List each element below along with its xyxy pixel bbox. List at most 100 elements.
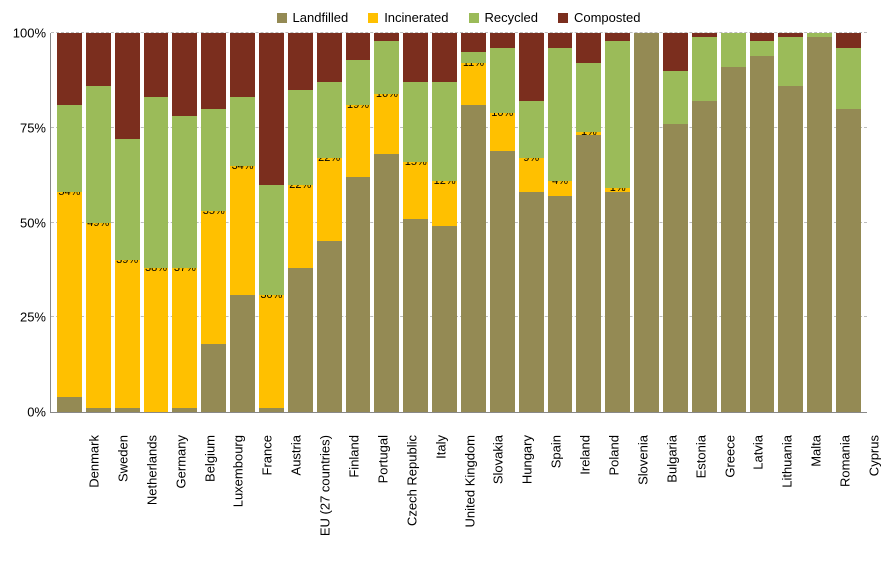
- y-axis: 0%25%50%75%100%: [6, 33, 46, 412]
- bar-segment-landfilled: [519, 192, 544, 412]
- bar-segment-landfilled: [778, 86, 803, 412]
- bar-segment-recycled: [230, 97, 255, 165]
- bar-segment-landfilled: [490, 151, 515, 413]
- bar-segment-incinerated: 19%: [346, 105, 371, 177]
- bar-segment-incinerated: 49%: [86, 223, 111, 409]
- bar-column: [721, 33, 746, 412]
- bar-segment-composted: [403, 33, 428, 82]
- bar-column: 1%: [605, 33, 630, 412]
- bar-segment-composted: [605, 33, 630, 41]
- bar-column: 10%: [490, 33, 515, 412]
- bar-segment-recycled: [172, 116, 197, 268]
- bar-segment-landfilled: [230, 295, 255, 412]
- bar-segment-landfilled: [346, 177, 371, 412]
- bar-segment-landfilled: [432, 226, 457, 412]
- bar-segment-incinerated: 11%: [461, 63, 486, 105]
- bar-segment-landfilled: [317, 241, 342, 412]
- bar-segment-recycled: [692, 37, 717, 101]
- bar-column: [807, 33, 832, 412]
- bar-segment-incinerated: 4%: [548, 181, 573, 196]
- bar-segment-composted: [230, 33, 255, 97]
- bar-segment-landfilled: [576, 135, 601, 412]
- y-tick: 0%: [6, 405, 46, 420]
- legend-item-recycled: Recycled: [469, 10, 538, 25]
- bar-segment-composted: [259, 33, 284, 185]
- bar-column: 30%: [259, 33, 284, 412]
- bar-segment-landfilled: [605, 192, 630, 412]
- plot-area: 0%25%50%75%100% 54%49%39%38%37%35%34%30%…: [50, 33, 867, 413]
- bar-segment-landfilled: [403, 219, 428, 412]
- bar-segment-composted: [548, 33, 573, 48]
- bar-segment-recycled: [663, 71, 688, 124]
- chart-legend: LandfilledIncineratedRecycledComposted: [50, 10, 867, 25]
- bar-segment-recycled: [86, 86, 111, 222]
- bar-segment-composted: [692, 33, 717, 37]
- bar-segment-recycled: [750, 41, 775, 56]
- bar-segment-recycled: [57, 105, 82, 192]
- bar-segment-recycled: [432, 82, 457, 181]
- bar-column: 1%: [576, 33, 601, 412]
- bar-segment-composted: [346, 33, 371, 60]
- bar-segment-landfilled: [836, 109, 861, 412]
- bar-segment-composted: [144, 33, 169, 97]
- bar-segment-composted: [374, 33, 399, 41]
- bar-segment-recycled: [605, 41, 630, 189]
- bar-segment-composted: [432, 33, 457, 82]
- bar-segment-recycled: [721, 33, 746, 67]
- bar-segment-recycled: [836, 48, 861, 109]
- bar-segment-landfilled: [172, 408, 197, 412]
- bar-segment-composted: [663, 33, 688, 71]
- bar-segment-composted: [461, 33, 486, 52]
- bar-segment-landfilled: [115, 408, 140, 412]
- bar-segment-landfilled: [288, 268, 313, 412]
- bar-segment-incinerated: 35%: [201, 211, 226, 344]
- bar-column: 12%: [432, 33, 457, 412]
- bar-column: [634, 33, 659, 412]
- bar-segment-incinerated: 1%: [576, 132, 601, 136]
- bar-segment-incinerated: 16%: [374, 94, 399, 155]
- bar-segment-incinerated: 38%: [144, 268, 169, 412]
- bar-column: 35%: [201, 33, 226, 412]
- bar-segment-recycled: [461, 52, 486, 63]
- bar-column: 19%: [346, 33, 371, 412]
- legend-item-landfilled: Landfilled: [277, 10, 349, 25]
- legend-swatch: [277, 13, 287, 23]
- bar-segment-composted: [172, 33, 197, 116]
- bar-column: 9%: [519, 33, 544, 412]
- bar-segment-incinerated: 30%: [259, 295, 284, 409]
- bar-segment-composted: [778, 33, 803, 37]
- legend-swatch: [469, 13, 479, 23]
- bar-segment-composted: [86, 33, 111, 86]
- bar-column: [836, 33, 861, 412]
- y-tick: 75%: [6, 120, 46, 135]
- bar-segment-landfilled: [57, 397, 82, 412]
- bar-column: 15%: [403, 33, 428, 412]
- y-tick: 25%: [6, 310, 46, 325]
- bar-column: 54%: [57, 33, 82, 412]
- bar-segment-landfilled: [721, 67, 746, 412]
- bar-segment-landfilled: [634, 33, 659, 412]
- bar-segment-composted: [836, 33, 861, 48]
- bar-segment-recycled: [288, 90, 313, 185]
- bar-column: 22%: [317, 33, 342, 412]
- bar-segment-incinerated: 12%: [432, 181, 457, 226]
- bar-segment-incinerated: 9%: [519, 158, 544, 192]
- bar-segment-landfilled: [692, 101, 717, 412]
- bar-segment-recycled: [807, 33, 832, 37]
- bar-column: 49%: [86, 33, 111, 412]
- bar-column: 34%: [230, 33, 255, 412]
- bar-segment-landfilled: [201, 344, 226, 412]
- bar-segment-incinerated: 54%: [57, 192, 82, 397]
- bar-segment-incinerated: 22%: [317, 158, 342, 241]
- bar-column: 37%: [172, 33, 197, 412]
- bar-segment-recycled: [259, 185, 284, 295]
- bar-segment-landfilled: [750, 56, 775, 412]
- bar-segment-recycled: [144, 97, 169, 268]
- bar-segment-recycled: [778, 37, 803, 86]
- bar-segment-landfilled: [259, 408, 284, 412]
- bar-segment-recycled: [519, 101, 544, 158]
- bars-container: 54%49%39%38%37%35%34%30%22%22%19%16%15%1…: [51, 33, 867, 412]
- bar-segment-recycled: [115, 139, 140, 260]
- bar-column: 38%: [144, 33, 169, 412]
- bar-segment-landfilled: [548, 196, 573, 412]
